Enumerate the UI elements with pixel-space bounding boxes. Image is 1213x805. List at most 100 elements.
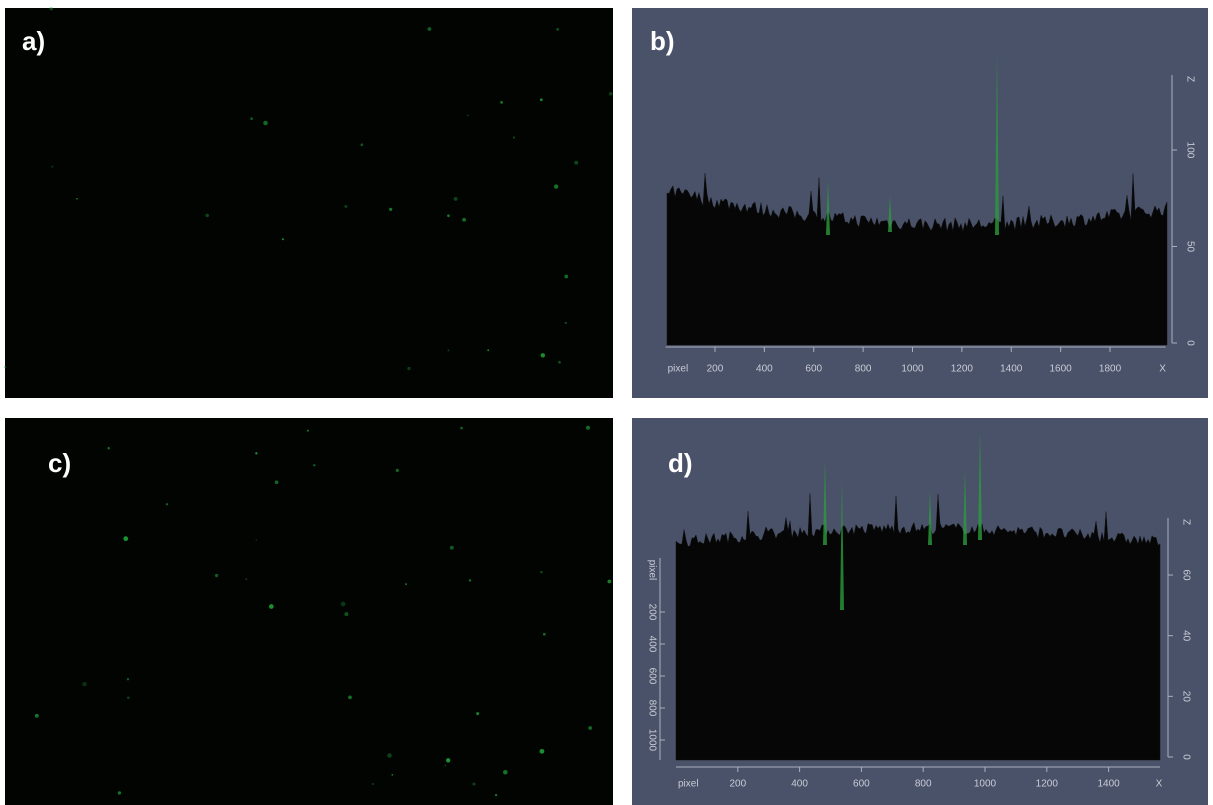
fluorescent-spot bbox=[495, 794, 498, 797]
x-tick-label: 1600 bbox=[1050, 364, 1073, 375]
image-c bbox=[5, 418, 613, 805]
fluorescent-spot bbox=[500, 100, 503, 104]
fluorescent-spot bbox=[539, 98, 543, 102]
fluorescent-spot bbox=[539, 748, 545, 754]
fluorescent-spot bbox=[34, 713, 39, 718]
spike bbox=[978, 430, 982, 540]
fluorescent-spot bbox=[126, 678, 130, 681]
spike bbox=[826, 180, 830, 235]
fluorescent-spot bbox=[340, 601, 346, 607]
fluorescent-spot bbox=[123, 536, 129, 542]
fluorescent-spot bbox=[269, 604, 274, 609]
spike bbox=[963, 470, 967, 545]
x-tick-label: 1800 bbox=[1099, 364, 1122, 375]
fluorescent-spot bbox=[564, 321, 567, 324]
x-tick-label: 1400 bbox=[1097, 779, 1120, 790]
x-tick-label: 400 bbox=[756, 364, 773, 375]
fluorescent-spot bbox=[472, 782, 476, 786]
fluorescent-spot bbox=[407, 366, 411, 371]
fluorescent-spot bbox=[165, 503, 169, 506]
y-tick-label: 400 bbox=[646, 636, 657, 653]
fluorescent-spot bbox=[391, 774, 394, 776]
y-tick-label: 1000 bbox=[646, 729, 657, 752]
fluorescent-spot bbox=[558, 360, 561, 364]
fluorescent-spot bbox=[395, 468, 399, 472]
x-axis-title: pixel bbox=[678, 779, 699, 790]
fluorescent-spot bbox=[540, 570, 543, 574]
fluorescent-spot bbox=[245, 578, 248, 581]
fluorescent-spot bbox=[468, 579, 472, 582]
fluorescent-spot bbox=[608, 91, 613, 96]
fluorescent-spot bbox=[76, 198, 78, 200]
z-axis-end: Z bbox=[1184, 76, 1195, 82]
panel-label: d) bbox=[668, 448, 693, 478]
fluorescent-spot bbox=[215, 573, 219, 578]
fluorescent-spot bbox=[281, 238, 284, 241]
fluorescent-spot bbox=[540, 353, 546, 358]
fluorescent-spot bbox=[446, 758, 451, 763]
z-tick-label: 50 bbox=[1184, 241, 1195, 253]
fluorescent-spot bbox=[205, 213, 209, 218]
z-tick-label: 20 bbox=[1180, 691, 1191, 703]
fluorescent-spot bbox=[556, 28, 560, 31]
fluorescent-spot bbox=[574, 160, 579, 165]
content: pixel 200 400 600 800 1000 1200 1400 1600 1800 XZ0… bbox=[3, 6, 1195, 797]
x-tick-label: 1200 bbox=[1036, 779, 1059, 790]
fluorescent-spot bbox=[255, 452, 258, 455]
fluorescent-spot bbox=[3, 365, 7, 369]
x-tick-label: 1000 bbox=[901, 364, 924, 375]
z-axis-end: Z bbox=[1180, 519, 1191, 525]
fluorescent-spot bbox=[447, 214, 450, 218]
fluorescent-spot bbox=[585, 425, 591, 430]
fluorescent-spot bbox=[313, 464, 316, 467]
x-tick-label: 1000 bbox=[974, 779, 997, 790]
fluorescent-spot bbox=[51, 165, 54, 168]
z-tick-label: 40 bbox=[1180, 630, 1191, 642]
fluorescent-spot bbox=[82, 681, 87, 687]
fluorescent-spot bbox=[553, 184, 559, 189]
fluorescent-spot bbox=[371, 782, 374, 786]
x-tick-label: 600 bbox=[805, 364, 822, 375]
x-axis-title: pixel bbox=[668, 364, 689, 375]
fluorescent-spot bbox=[444, 764, 447, 767]
fluorescent-spot bbox=[52, 458, 55, 461]
fluorescent-spot bbox=[542, 632, 546, 636]
z-tick-label: 100 bbox=[1184, 142, 1195, 159]
x-tick-label: 800 bbox=[915, 779, 932, 790]
fluorescent-spot bbox=[389, 207, 393, 211]
x-tick-label: 1200 bbox=[951, 364, 974, 375]
panel-label: a) bbox=[22, 26, 45, 56]
y-tick-label: 200 bbox=[646, 604, 657, 621]
x-tick-label: 200 bbox=[707, 364, 724, 375]
fluorescent-spot bbox=[466, 114, 469, 117]
fluorescent-spot bbox=[344, 204, 348, 208]
image-a bbox=[5, 8, 613, 398]
fluorescent-spot bbox=[107, 446, 110, 450]
fluorescent-spot bbox=[512, 136, 516, 139]
fluorescent-spot bbox=[449, 545, 454, 550]
fluorescent-spot bbox=[387, 753, 392, 758]
fluorescent-spot bbox=[462, 217, 466, 222]
fluorescent-spot bbox=[127, 696, 130, 700]
z-tick-label: 60 bbox=[1180, 569, 1191, 581]
fluorescent-spot bbox=[447, 349, 450, 352]
spike bbox=[840, 480, 844, 610]
y-axis-title: pixel bbox=[646, 560, 657, 581]
y-tick-label: 800 bbox=[646, 700, 657, 717]
fluorescent-spot bbox=[250, 117, 254, 120]
fluorescent-spot bbox=[564, 274, 569, 279]
fluorescent-spot bbox=[460, 426, 463, 430]
fluorescent-spot bbox=[306, 429, 309, 432]
surface bbox=[666, 173, 1168, 346]
fluorescent-spot bbox=[503, 770, 508, 775]
spike bbox=[888, 195, 892, 232]
x-tick-label: 600 bbox=[853, 779, 870, 790]
x-tick-label: 1400 bbox=[1000, 364, 1023, 375]
fluorescent-spot bbox=[274, 480, 279, 485]
spike bbox=[928, 490, 932, 545]
fluorescent-spot bbox=[360, 143, 364, 147]
panel-label: b) bbox=[650, 26, 675, 56]
fluorescent-spot bbox=[405, 583, 407, 586]
surface bbox=[675, 493, 1161, 761]
